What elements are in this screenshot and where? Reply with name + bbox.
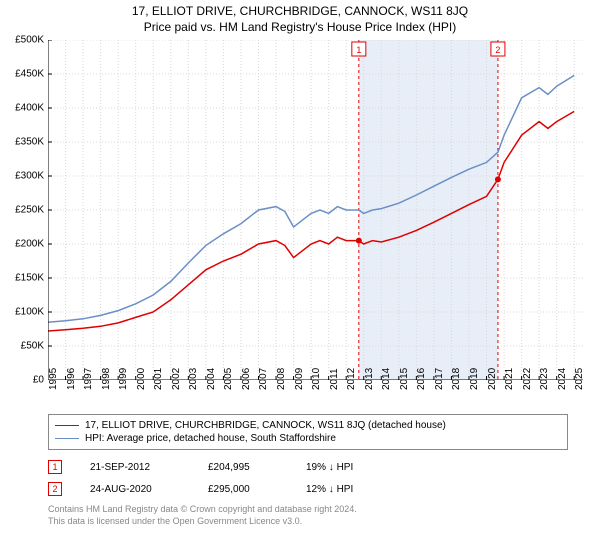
x-tick-label: 2015	[399, 368, 410, 390]
x-tick-label: 1998	[101, 368, 112, 390]
x-tick-label: 2018	[451, 368, 462, 390]
legend-item-hpi: HPI: Average price, detached house, Sout…	[55, 432, 561, 445]
x-tick-label: 2000	[136, 368, 147, 390]
sale-pct-vs-hpi: 12% ↓ HPI	[306, 484, 406, 495]
sale-pct-vs-hpi: 19% ↓ HPI	[306, 462, 406, 473]
sales-table: 1 21-SEP-2012 £204,995 19% ↓ HPI 2 24-AU…	[48, 456, 568, 500]
x-tick-label: 1997	[83, 368, 94, 390]
x-tick-label: 1996	[66, 368, 77, 390]
svg-text:2: 2	[495, 45, 500, 55]
x-tick-label: 2017	[434, 368, 445, 390]
x-tick-label: 2020	[487, 368, 498, 390]
x-tick-label: 2010	[311, 368, 322, 390]
x-tick-label: 2005	[223, 368, 234, 390]
chart-subtitle: Price paid vs. HM Land Registry's House …	[0, 18, 600, 40]
chart-title: 17, ELLIOT DRIVE, CHURCHBRIDGE, CANNOCK,…	[0, 0, 600, 18]
y-tick-label: £250K	[15, 205, 44, 216]
x-tick-label: 2022	[522, 368, 533, 390]
x-tick-label: 2013	[364, 368, 375, 390]
x-tick-label: 2024	[557, 368, 568, 390]
sale-price: £204,995	[208, 462, 278, 473]
x-axis: 1995199619971998199920002001200220032004…	[48, 380, 583, 410]
legend-swatch-price-paid	[55, 425, 79, 426]
x-tick-label: 2012	[346, 368, 357, 390]
legend-label-hpi: HPI: Average price, detached house, Sout…	[85, 433, 336, 444]
y-tick-label: £400K	[15, 103, 44, 114]
x-tick-label: 2025	[574, 368, 585, 390]
sale-row: 2 24-AUG-2020 £295,000 12% ↓ HPI	[48, 478, 568, 500]
plot-area: 12	[48, 40, 583, 380]
y-axis: £0£50K£100K£150K£200K£250K£300K£350K£400…	[0, 40, 48, 380]
x-tick-label: 2011	[329, 368, 340, 390]
svg-text:1: 1	[356, 45, 361, 55]
chart-area: £0 £50K £100K £150K £200K £250K £300K £350K £400…	[0, 40, 600, 410]
sale-date: 24-AUG-2020	[90, 484, 180, 495]
y-tick-label: £450K	[15, 69, 44, 80]
x-tick-label: 2007	[258, 368, 269, 390]
attribution-line: This data is licensed under the Open Gov…	[48, 516, 568, 528]
y-tick-label: £200K	[15, 239, 44, 250]
x-tick-label: 2019	[469, 368, 480, 390]
sale-price: £295,000	[208, 484, 278, 495]
legend-swatch-hpi	[55, 438, 79, 439]
sale-marker-icon: 1	[48, 460, 62, 474]
x-tick-label: 2004	[206, 368, 217, 390]
x-tick-label: 2021	[504, 368, 515, 390]
sale-row: 1 21-SEP-2012 £204,995 19% ↓ HPI	[48, 456, 568, 478]
attribution: Contains HM Land Registry data © Crown c…	[48, 504, 568, 527]
x-tick-label: 2006	[241, 368, 252, 390]
y-tick-label: £100K	[15, 307, 44, 318]
x-tick-label: 2003	[188, 368, 199, 390]
x-tick-label: 1999	[118, 368, 129, 390]
y-tick-label: £350K	[15, 137, 44, 148]
x-tick-label: 2016	[416, 368, 427, 390]
sale-marker-icon: 2	[48, 482, 62, 496]
y-tick-label: £500K	[15, 35, 44, 46]
x-tick-label: 2014	[381, 368, 392, 390]
legend-item-price-paid: 17, ELLIOT DRIVE, CHURCHBRIDGE, CANNOCK,…	[55, 419, 561, 432]
y-tick-label: £150K	[15, 273, 44, 284]
x-tick-label: 2001	[153, 368, 164, 390]
y-tick-label: £300K	[15, 171, 44, 182]
attribution-line: Contains HM Land Registry data © Crown c…	[48, 504, 568, 516]
x-tick-label: 1995	[48, 368, 59, 390]
chart-svg: 12	[48, 40, 583, 380]
x-tick-label: 2009	[294, 368, 305, 390]
y-tick-label: £0	[33, 375, 44, 386]
x-tick-label: 2002	[171, 368, 182, 390]
sale-date: 21-SEP-2012	[90, 462, 180, 473]
legend-label-price-paid: 17, ELLIOT DRIVE, CHURCHBRIDGE, CANNOCK,…	[85, 420, 446, 431]
legend: 17, ELLIOT DRIVE, CHURCHBRIDGE, CANNOCK,…	[48, 414, 568, 450]
x-tick-label: 2023	[539, 368, 550, 390]
y-tick-label: £50K	[21, 341, 44, 352]
x-tick-label: 2008	[276, 368, 287, 390]
